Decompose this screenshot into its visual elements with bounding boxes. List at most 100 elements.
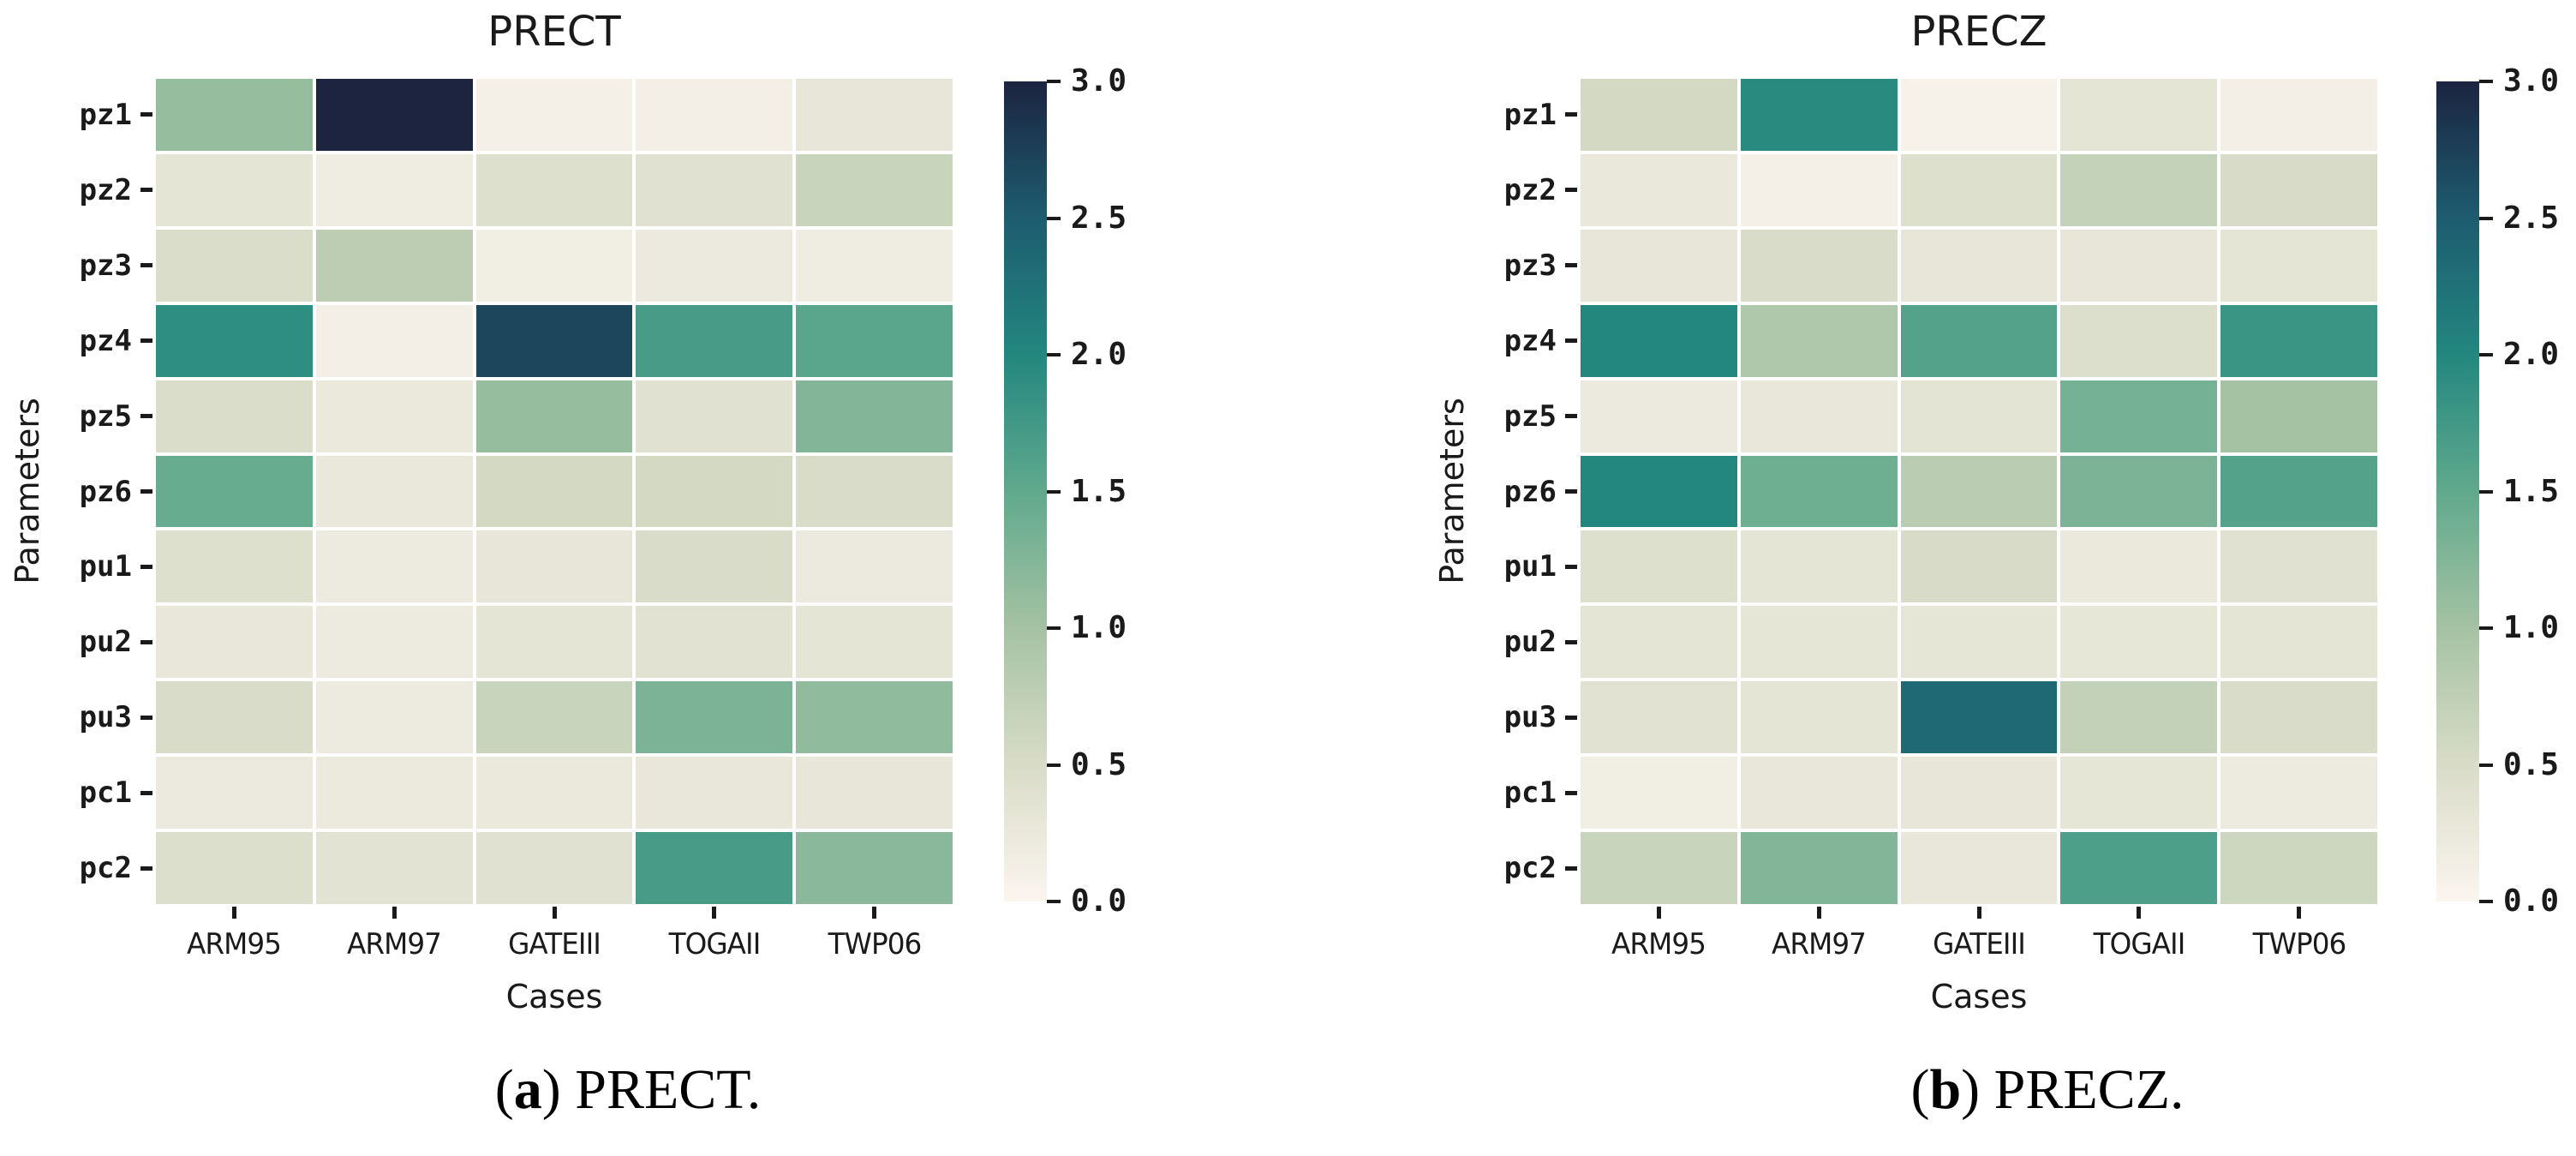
heatmap-cell [315,229,473,302]
colorbar [1004,81,1047,901]
heatmap-cell [475,606,633,679]
heatmap-grid [1581,79,2377,904]
heatmap-cell [475,832,633,904]
caption-label: PRECZ. [1993,1058,2185,1121]
heatmap-cell [156,153,313,226]
y-tick-mark [1565,489,1577,494]
y-tick-mark [140,263,152,268]
caption-paren-close: ) [541,1058,576,1121]
colorbar-tick-label: 0.0 [2503,883,2560,919]
x-tick-mark [1976,907,1981,919]
y-tick-mark [140,715,152,720]
colorbar-tick-label: 0.5 [1071,746,1127,782]
heatmap-cell [475,153,633,226]
heatmap-cell [156,380,313,452]
y-tick-label: pz2 [1503,172,1557,207]
colorbar-tick-mark [1047,216,1061,220]
y-tick-mark [140,338,152,344]
heatmap-cell [1740,79,1898,151]
colorbar-tick-mark [1047,353,1061,356]
subfigure-caption: (a) PRECT. [328,1057,928,1135]
x-tick-label: TOGAII [668,927,761,961]
caption-paren-open: ( [494,1058,514,1121]
heatmap-cell [796,606,953,679]
heatmap-cell [156,455,313,528]
y-tick-mark [140,866,152,871]
subfigure-caption: (b) PRECZ. [1748,1057,2347,1135]
heatmap-cell [1900,229,2058,302]
heatmap-cell [2220,606,2377,679]
heatmap-cell [475,681,633,754]
x-tick-mark [1816,907,1821,919]
heatmap-cell [1900,304,2058,377]
heatmap-cell [475,79,633,151]
chart-title: PRECT [487,8,621,56]
y-axis-label: Parameters [1433,398,1471,584]
heatmap-cell [1581,455,1737,528]
y-tick-label: pu3 [1503,700,1557,735]
colorbar-tick-label: 2.5 [2503,200,2560,236]
x-tick-mark [231,907,236,919]
heatmap-cell [1900,153,2058,226]
heatmap-cell [1740,757,1898,830]
y-tick-mark [140,564,152,569]
y-tick-mark [1565,564,1577,569]
heatmap-cell [1900,79,2058,151]
heatmap-cell [1740,380,1898,452]
colorbar-tick-label: 2.0 [2503,337,2560,372]
y-tick-mark [1565,414,1577,419]
chart-title: PRECZ [1910,8,2047,56]
heatmap-cell [2060,380,2218,452]
heatmap-cell [2060,832,2218,904]
x-tick-mark [1656,907,1661,919]
caption-paren-open: ( [1910,1058,1930,1121]
heatmap-cell [796,79,953,151]
heatmap-cell [636,153,793,226]
heatmap-cell [1900,832,2058,904]
colorbar-tick-mark [1047,80,1061,83]
x-tick-label: ARM97 [347,927,442,961]
heatmap-cell [1581,380,1737,452]
y-axis-label: Parameters [9,398,46,584]
heatmap-cell [156,757,313,830]
y-tick-label: pu3 [79,700,132,735]
x-tick-label: ARM95 [187,927,282,961]
heatmap-cell [796,832,953,904]
x-tick-label: GATEIII [508,927,601,961]
heatmap-cell [156,229,313,302]
y-tick-mark [1565,866,1577,871]
heatmap-cell [156,304,313,377]
colorbar-tick-label: 1.0 [1071,610,1127,645]
heatmap-cell [1581,757,1737,830]
colorbar-tick-mark [1047,626,1061,630]
y-tick-label: pc1 [1503,776,1557,811]
x-tick-label: TWP06 [2252,927,2346,961]
colorbar-tick-label: 3.0 [2503,63,2560,99]
heatmap-cell [796,153,953,226]
y-tick-label: pc2 [79,851,132,886]
heatmap-cell [475,757,633,830]
heatmap-cell [475,530,633,603]
y-tick-label: pz3 [79,248,132,283]
heatmap-cell [2220,304,2377,377]
y-tick-label: pz1 [79,97,132,132]
x-axis-label: Cases [505,978,603,1015]
heatmap-cell [2220,757,2377,830]
heatmap-cell [636,229,793,302]
heatmap-cell [2220,380,2377,452]
heatmap-cell [156,606,313,679]
heatmap-cell [1740,153,1898,226]
heatmap-cell [2060,606,2218,679]
heatmap-cell [636,757,793,830]
y-tick-mark [1565,715,1577,720]
heatmap-cell [636,79,793,151]
heatmap-cell [636,455,793,528]
heatmap-cell [796,757,953,830]
y-tick-mark [140,414,152,419]
heatmap-cell [1740,606,1898,679]
heatmap-cell [796,380,953,452]
y-tick-mark [1565,188,1577,193]
caption-paren-close: ) [1961,1058,1994,1121]
heatmap-cell [1740,832,1898,904]
